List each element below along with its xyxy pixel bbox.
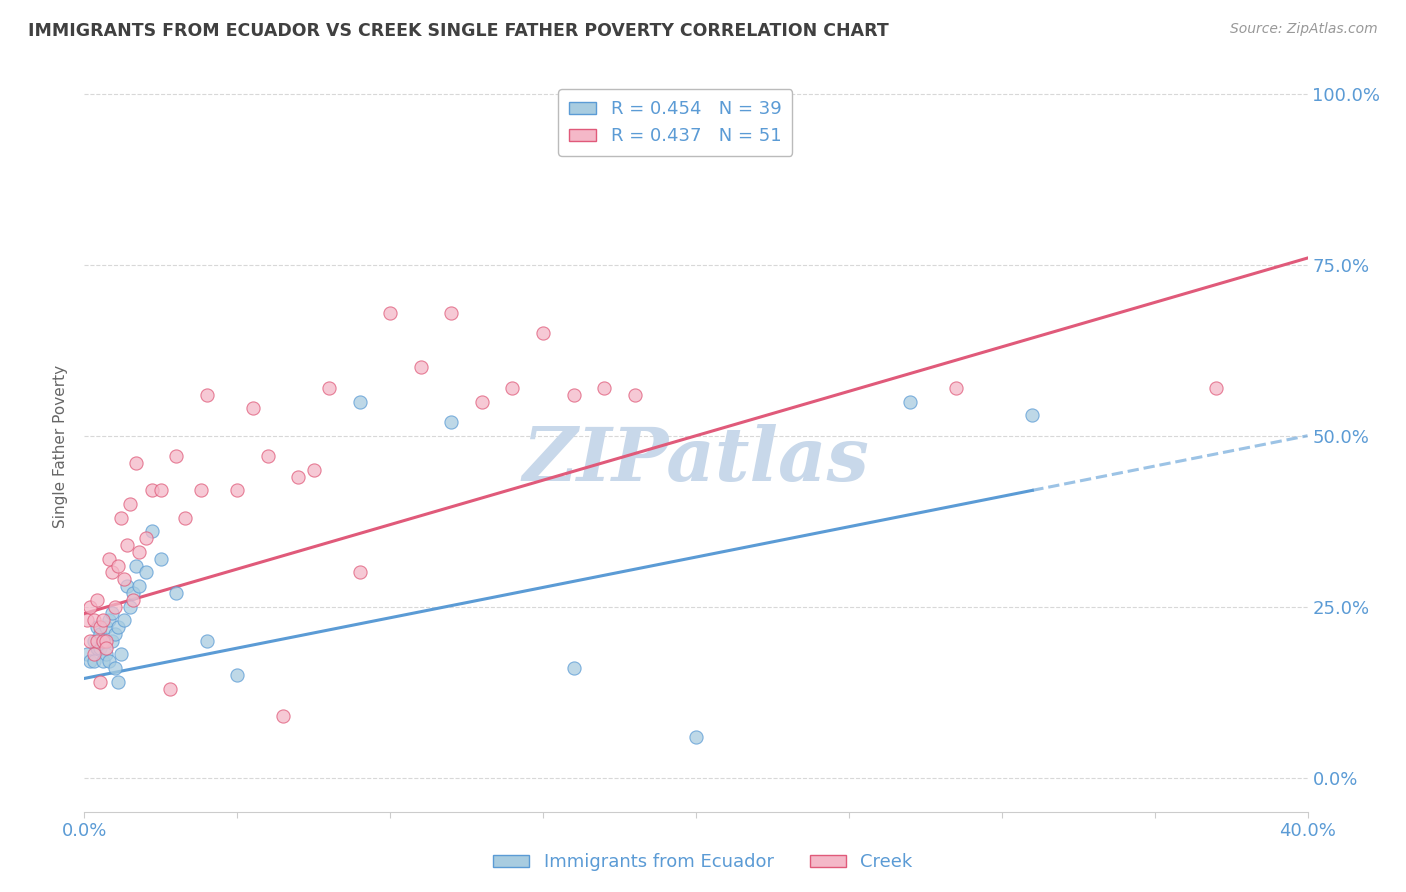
Point [115,538,138,552]
Point [271,709,294,723]
Text: ZIPatlas: ZIPatlas [523,425,869,497]
Point [89,674,111,689]
Point [195,633,218,648]
Point [83,654,105,668]
Point [502,381,524,395]
Point [562,388,585,402]
Point [945,381,967,395]
Point [349,566,371,580]
Point [141,483,163,498]
Point [141,524,163,539]
Point [159,681,181,696]
Point [128,545,150,559]
Point [165,586,187,600]
Point [83,613,105,627]
Point [1205,381,1227,395]
Point [120,599,142,614]
Point [112,572,135,586]
Point [190,483,212,498]
Point [110,648,132,662]
Point [174,510,197,524]
Point [107,620,129,634]
Point [318,381,340,395]
Point [128,579,150,593]
Point [149,551,172,566]
Point [165,449,187,463]
Point [89,620,111,634]
Point [94,633,117,648]
Point [89,627,111,641]
Point [302,463,325,477]
Point [112,613,135,627]
Point [195,388,218,402]
Point [79,633,101,648]
Point [380,306,402,320]
Y-axis label: Single Father Poverty: Single Father Poverty [53,365,69,527]
Point [101,633,124,648]
Point [97,551,120,566]
Point [242,401,264,416]
Point [120,497,142,511]
Point [226,483,249,498]
Point [107,674,129,689]
Point [76,613,98,627]
Point [257,449,280,463]
Point [91,613,114,627]
Point [125,456,148,470]
Point [440,415,463,429]
Point [1021,409,1043,423]
Point [83,648,105,662]
Point [898,394,921,409]
Point [91,633,114,648]
Legend: R = 0.454   N = 39, R = 0.437   N = 51: R = 0.454 N = 39, R = 0.437 N = 51 [558,89,792,156]
Point [135,531,157,545]
Point [287,469,309,483]
Point [593,381,616,395]
Point [104,661,127,675]
Point [86,592,108,607]
Text: Source: ZipAtlas.com: Source: ZipAtlas.com [1230,22,1378,37]
Point [122,592,145,607]
Point [149,483,172,498]
Point [91,654,114,668]
Point [79,599,101,614]
Point [86,633,108,648]
Point [97,613,120,627]
Point [226,668,249,682]
Point [440,306,463,320]
Point [86,620,108,634]
Legend: Immigrants from Ecuador, Creek: Immigrants from Ecuador, Creek [486,847,920,879]
Point [135,566,157,580]
Point [562,661,585,675]
Point [471,394,494,409]
Point [94,620,117,634]
Point [104,599,127,614]
Point [101,566,124,580]
Text: IMMIGRANTS FROM ECUADOR VS CREEK SINGLE FATHER POVERTY CORRELATION CHART: IMMIGRANTS FROM ECUADOR VS CREEK SINGLE … [28,22,889,40]
Point [115,579,138,593]
Point [94,648,117,662]
Point [101,607,124,621]
Point [86,640,108,655]
Point [91,633,114,648]
Point [79,654,101,668]
Point [349,394,371,409]
Point [104,627,127,641]
Point [97,654,120,668]
Point [83,633,105,648]
Point [89,640,111,655]
Point [624,388,647,402]
Point [107,558,129,573]
Point [76,648,98,662]
Point [94,640,117,655]
Point [122,586,145,600]
Point [110,510,132,524]
Point [685,730,707,744]
Point [531,326,554,341]
Point [125,558,148,573]
Point [409,360,432,375]
